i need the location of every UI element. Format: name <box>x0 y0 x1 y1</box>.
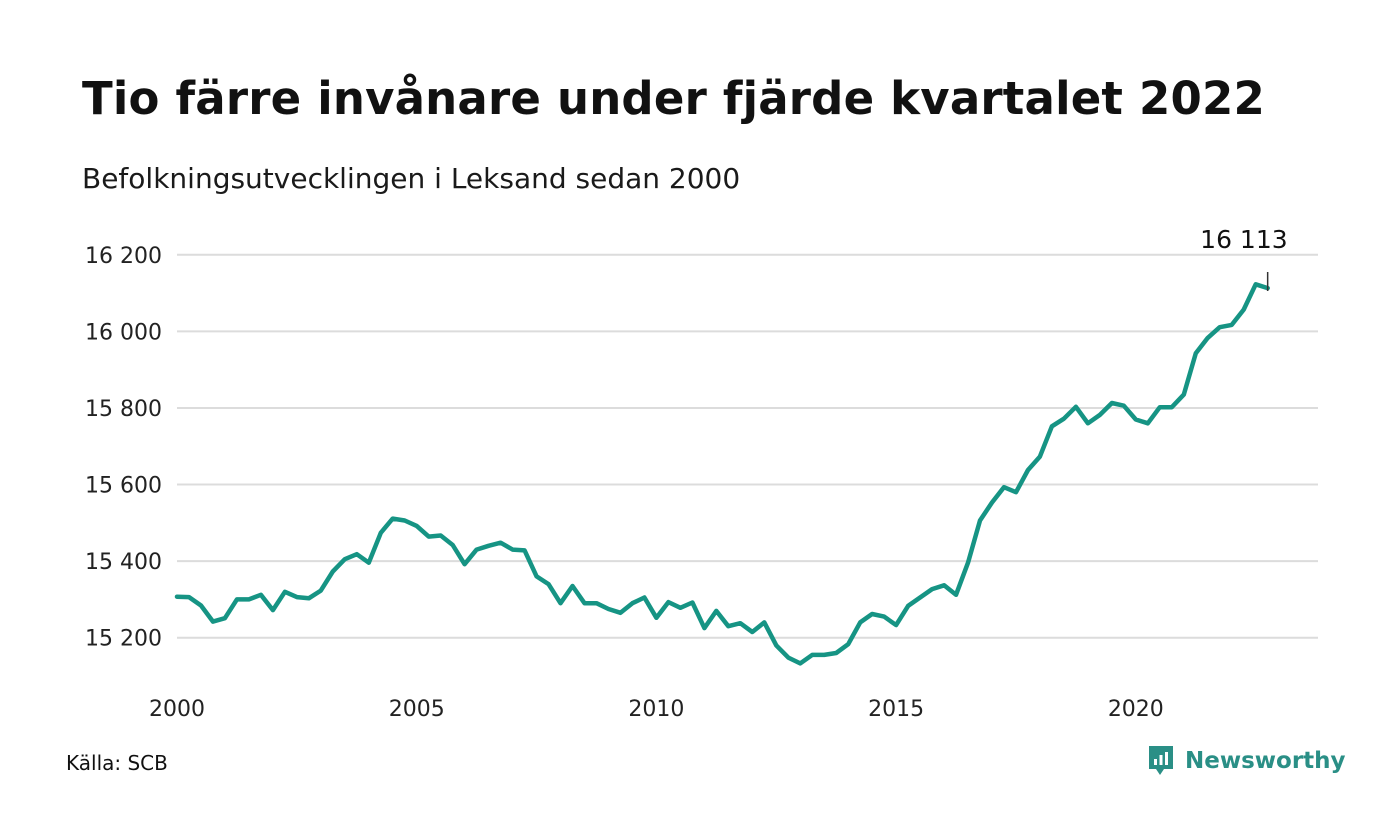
annotation-label: 16 113 <box>1200 225 1287 254</box>
brand-logo: Newsworthy <box>1147 744 1346 778</box>
newsworthy-logo-icon <box>1149 746 1173 775</box>
y-tick-label: 15 400 <box>85 550 162 575</box>
y-tick-label: 16 000 <box>85 320 162 345</box>
chart-subtitle: Befolkningsutvecklingen i Leksand sedan … <box>82 162 741 195</box>
x-axis-ticks: 2000 2005 2010 2015 2020 <box>149 697 1164 722</box>
gridlines <box>177 253 1318 639</box>
series-layer <box>174 282 1270 666</box>
x-tick-label: 2020 <box>1108 697 1164 722</box>
line-chart: 15 200 15 400 15 600 15 800 16 000 16 200 200… <box>85 225 1318 722</box>
x-tick-label: 2005 <box>389 697 445 722</box>
y-axis-ticks: 15 200 15 400 15 600 15 800 16 000 16 200 <box>85 244 162 652</box>
x-tick-label: 2015 <box>868 697 924 722</box>
brand-name: Newsworthy <box>1185 748 1346 774</box>
series-line <box>174 282 1270 666</box>
y-tick-label: 16 200 <box>85 244 162 269</box>
x-tick-label: 2010 <box>628 697 684 722</box>
x-tick-label: 2000 <box>149 697 205 722</box>
chart-title: Tio färre invånare under fjärde kvartale… <box>82 72 1266 125</box>
source-note: Källa: SCB <box>66 751 168 775</box>
end-annotation: 16 113 <box>1200 225 1288 291</box>
y-tick-label: 15 800 <box>85 397 162 422</box>
y-tick-label: 15 600 <box>85 474 162 499</box>
y-tick-label: 15 200 <box>85 627 162 652</box>
